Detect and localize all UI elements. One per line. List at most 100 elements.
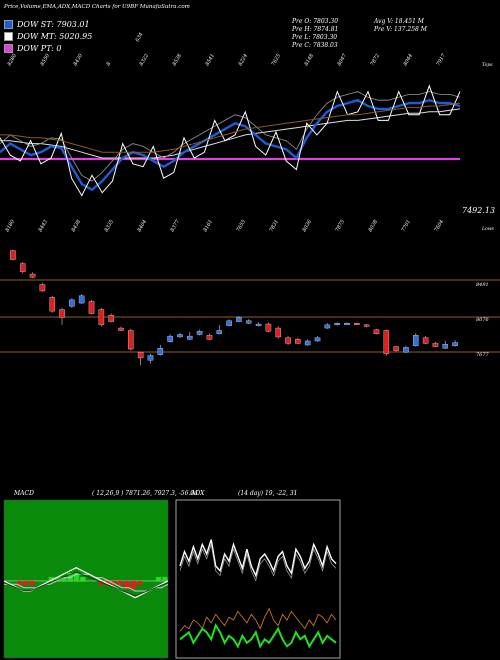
- candle-body: [422, 337, 429, 344]
- macd-histogram-bar: [136, 581, 143, 585]
- macd-histogram-bar: [105, 581, 111, 585]
- macd-panel: [3, 499, 169, 659]
- candle-body: [334, 323, 340, 326]
- macd-params: ( 12,26,9 ) 7871.26, 7927.3, -56.04: [92, 490, 198, 497]
- ema-lines: [0, 84, 461, 197]
- candle-body: [206, 335, 213, 340]
- candle-body: [275, 327, 282, 338]
- candle-body: [157, 348, 164, 355]
- macd-lines: [3, 567, 169, 599]
- legend-item-dow-st: DOW ST: 7903.01: [4, 18, 92, 30]
- macd-histogram-bar: [54, 577, 61, 581]
- bottom-label: 7701: [401, 219, 413, 233]
- macd-histogram-bar: [4, 581, 10, 582]
- macd-histogram-bar: [42, 581, 48, 582]
- stat-prev-volume: Pre V: 137.258 M: [374, 26, 427, 33]
- stat-close: Pre C: 7838.03: [292, 42, 338, 49]
- bottom-label: 7604: [434, 219, 446, 233]
- candle-body: [167, 335, 173, 342]
- adx-lines: [179, 539, 337, 649]
- candle-body: [403, 347, 409, 353]
- ema-shadow-line: [0, 91, 461, 182]
- candle-body: [186, 335, 193, 340]
- adx-shadow-line: [179, 544, 337, 582]
- minus-di-line: [179, 607, 337, 632]
- candle-body: [383, 330, 390, 355]
- candle-body: [59, 309, 65, 318]
- mid-note: 634: [135, 32, 145, 43]
- bottom-label: 8404: [137, 219, 149, 233]
- macd-histogram-bar: [130, 581, 136, 589]
- candle-body: [118, 327, 124, 331]
- candle-body: [354, 323, 360, 325]
- macd-label: MACD: [13, 490, 34, 497]
- candle-body: [49, 297, 56, 312]
- candle-body: [69, 299, 75, 307]
- top-label: 7872: [370, 53, 382, 67]
- candle-body: [432, 343, 439, 347]
- candle-body: [295, 339, 301, 344]
- macd-histogram-bar: [23, 581, 29, 585]
- top-label: 8541: [205, 53, 217, 67]
- level-label-1: 8491: [476, 282, 489, 288]
- stat-high: Pre H: 7874.81: [292, 26, 339, 33]
- low-note: Lows: [481, 226, 495, 232]
- macd-histogram-bar: [86, 581, 92, 582]
- top-label: 8047: [337, 52, 349, 67]
- candle-body: [314, 337, 321, 342]
- plus-di-line: [179, 622, 337, 649]
- candle-body: [452, 342, 458, 347]
- bottom-label: 8377: [170, 218, 182, 233]
- macd-background: [3, 499, 169, 659]
- stat-low: Pre L: 7803.30: [292, 34, 338, 41]
- top-label: 8: [106, 61, 113, 67]
- macd-signal-line: [4, 573, 169, 592]
- candle-body: [344, 323, 350, 325]
- bottom-label: 8036: [302, 218, 314, 233]
- adx-label: ADX: [190, 490, 205, 497]
- macd-histogram-bar: [118, 581, 124, 585]
- top-label: 8280: [7, 52, 19, 67]
- candle-body: [216, 330, 223, 334]
- bottom-label: 8438: [71, 219, 83, 233]
- top-note: Tops: [482, 62, 493, 68]
- dow-mt-line: [0, 108, 461, 159]
- macd-histogram-bar: [92, 581, 99, 582]
- legend-item-dow-pt: DOW PT: 0: [4, 42, 92, 54]
- candle-body: [196, 331, 203, 335]
- adx-background: [175, 499, 341, 659]
- candle-body: [442, 343, 449, 349]
- chart-title: Price,Volume,EMA,ADX,MACD Charts for U9B…: [4, 4, 190, 10]
- bottom-label: 8161: [203, 219, 215, 233]
- legend-label: DOW MT: 5020.95: [17, 31, 93, 41]
- macd-histogram-bar: [143, 581, 149, 582]
- candle-body: [108, 314, 114, 322]
- top-labels: 8280 8550 8430 8 8322 8538 8541 8224 7625 8148 804…: [7, 52, 448, 67]
- adx-panel: [175, 499, 341, 659]
- macd-shadow-line: [3, 571, 169, 597]
- macd-histogram-bar: [73, 573, 80, 581]
- dow-st-line: [0, 98, 461, 192]
- legend-swatch: [4, 43, 13, 53]
- adx-line: [179, 539, 337, 578]
- candle-body: [412, 335, 419, 347]
- macd-histogram-bar: [17, 581, 23, 585]
- candle-body: [304, 340, 311, 346]
- bottom-labels: 8180 8443 8438 8335 8404 8377 8161 7655 7831 8036…: [5, 218, 446, 233]
- bottom-label: 7831: [269, 219, 281, 233]
- bottom-label: 8038: [368, 219, 380, 233]
- top-label: 8148: [304, 53, 316, 67]
- top-label: 8430: [73, 52, 85, 67]
- legend: DOW ST: 7903.01 DOW MT: 5020.95 DOW PT: …: [4, 18, 92, 54]
- candle-body: [177, 334, 183, 338]
- stat-avg-volume: Avg V: 18.451 M: [374, 18, 424, 25]
- candle-body: [324, 324, 331, 329]
- candle-body: [19, 263, 26, 272]
- top-label: 7625: [271, 53, 283, 67]
- macd-histogram-bar: [149, 581, 155, 582]
- candle-body: [147, 355, 154, 361]
- top-label: 8538: [172, 53, 184, 67]
- macd-histogram-bar: [36, 581, 42, 582]
- candle-body: [265, 323, 272, 332]
